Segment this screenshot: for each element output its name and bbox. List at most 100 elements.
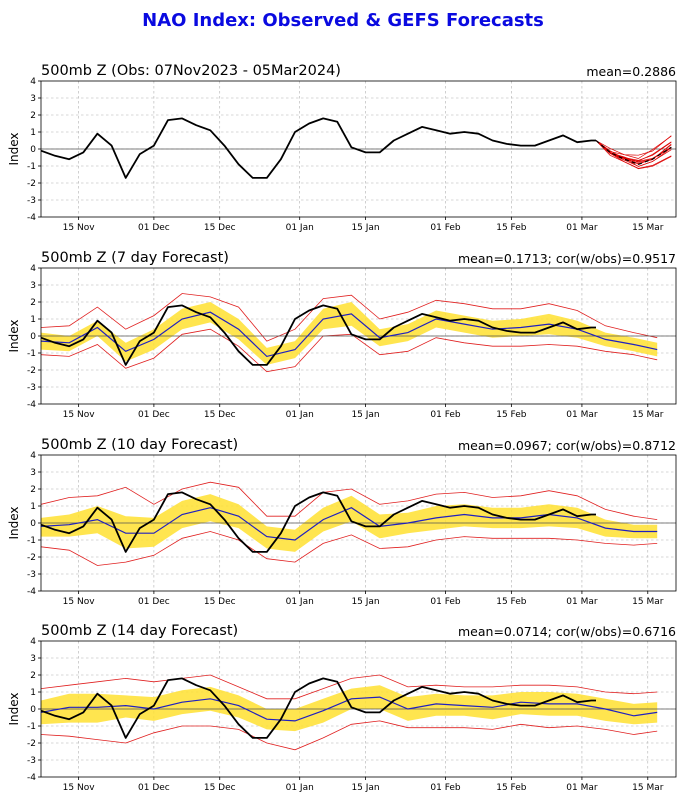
x-tick-label: 01 Feb [430,783,461,793]
panel-title: 500mb Z (10 day Forecast) [41,437,238,453]
x-tick-label: 01 Dec [138,597,170,607]
spread-lower-line [41,720,658,751]
y-tick-label: -4 [27,587,36,597]
x-tick-label: 01 Dec [138,410,170,420]
y-axis-label: Index [7,319,21,352]
x-tick-label: 01 Jan [286,597,314,607]
x-tick-label: 01 Mar [566,223,598,233]
observed-line [41,677,596,739]
panel-stat: mean=0.0714; cor(w/obs)=0.6716 [458,624,676,639]
panel-stat: mean=0.1713; cor(w/obs)=0.9517 [458,251,676,266]
y-tick-label: 2 [30,111,36,121]
observed-line [41,304,596,366]
x-tick-label: 01 Jan [286,223,314,233]
y-axis-label: Index [7,132,21,165]
y-tick-label: 1 [30,688,36,698]
x-tick-label: 01 Mar [566,597,598,607]
data-layer [41,674,676,751]
x-tick-label: 01 Mar [566,783,598,793]
x-tick-label: 15 Mar [632,223,664,233]
x-tick-label: 15 Jan [351,223,379,233]
x-tick-label: 15 Nov [63,223,96,233]
y-axis-label: Index [7,506,21,539]
y-tick-label: -4 [27,400,36,410]
observed-line [41,117,596,179]
data-layer [41,481,676,566]
spread-upper-line [41,674,658,700]
y-tick-label: 4 [30,264,36,274]
y-tick-label: 4 [30,77,36,87]
x-tick-label: 15 Nov [63,410,96,420]
forecast-mean-line [41,507,658,541]
chart-panel-3: 500mb Z (10 day Forecast) mean=0.0967; co… [7,437,677,607]
y-tick-label: 3 [30,94,36,104]
panel-title: 500mb Z (7 day Forecast) [41,250,229,266]
x-tick-label: 01 Jan [286,783,314,793]
spread-band [41,302,658,365]
ensemble-member-line [595,140,672,162]
forecast-mean-line [41,696,658,722]
y-tick-label: -4 [27,773,36,783]
y-tick-label: 2 [30,485,36,495]
y-tick-label: 0 [30,332,36,342]
y-tick-label: 1 [30,128,36,138]
y-tick-label: -3 [27,756,36,766]
x-tick-label: 15 Jan [351,783,379,793]
x-tick-label: 15 Dec [204,783,236,793]
panel-title: 500mb Z (14 day Forecast) [41,623,238,639]
x-tick-label: 01 Dec [138,783,170,793]
spread-upper-line [41,293,658,342]
x-tick-label: 15 Feb [496,410,527,420]
chart-panel-2: 500mb Z (7 day Forecast) mean=0.1713; cor… [7,250,677,420]
y-tick-label: -1 [27,536,36,546]
y-tick-label: -2 [27,366,36,376]
spread-lower-line [41,531,658,566]
spread-upper-line [41,481,658,520]
observed-line [41,491,596,553]
y-tick-label: -3 [27,383,36,393]
x-tick-label: 15 Nov [63,783,96,793]
y-tick-label: 0 [30,145,36,155]
x-tick-label: 15 Mar [632,597,664,607]
x-tick-label: 15 Mar [632,410,664,420]
y-tick-label: 3 [30,654,36,664]
x-tick-label: 15 Dec [204,597,236,607]
y-tick-label: 2 [30,298,36,308]
spread-band [41,685,658,732]
y-tick-label: -2 [27,179,36,189]
y-tick-label: 2 [30,671,36,681]
y-tick-label: -2 [27,553,36,563]
x-tick-label: 15 Feb [496,223,527,233]
y-tick-label: 3 [30,281,36,291]
x-tick-label: 01 Dec [138,223,170,233]
data-layer [41,117,676,179]
forecast-mean-line [41,311,658,358]
y-tick-label: -2 [27,739,36,749]
panel-stat: mean=0.0967; cor(w/obs)=0.8712 [458,438,676,453]
y-tick-label: 3 [30,468,36,478]
x-tick-label: 15 Mar [632,783,664,793]
spread-band [41,494,658,552]
x-tick-label: 15 Jan [351,410,379,420]
y-tick-label: -1 [27,349,36,359]
y-axis-label: Index [7,692,21,725]
y-tick-label: -3 [27,196,36,206]
y-tick-label: 0 [30,519,36,529]
y-tick-label: 0 [30,705,36,715]
x-tick-label: 01 Feb [430,597,461,607]
ensemble-member-line [595,135,672,159]
x-tick-label: 15 Dec [204,223,236,233]
panel-title: 500mb Z (Obs: 07Nov2023 - 05Mar2024) [41,63,341,79]
x-tick-label: 01 Mar [566,410,598,420]
y-tick-label: -3 [27,570,36,580]
x-tick-label: 15 Feb [496,597,527,607]
y-tick-label: 1 [30,502,36,512]
y-tick-label: 4 [30,637,36,647]
x-tick-label: 01 Jan [286,410,314,420]
ensemble-mean-line [595,140,672,165]
x-tick-label: 15 Dec [204,410,236,420]
y-tick-label: -4 [27,213,36,223]
y-tick-label: 4 [30,451,36,461]
y-tick-label: -1 [27,162,36,172]
